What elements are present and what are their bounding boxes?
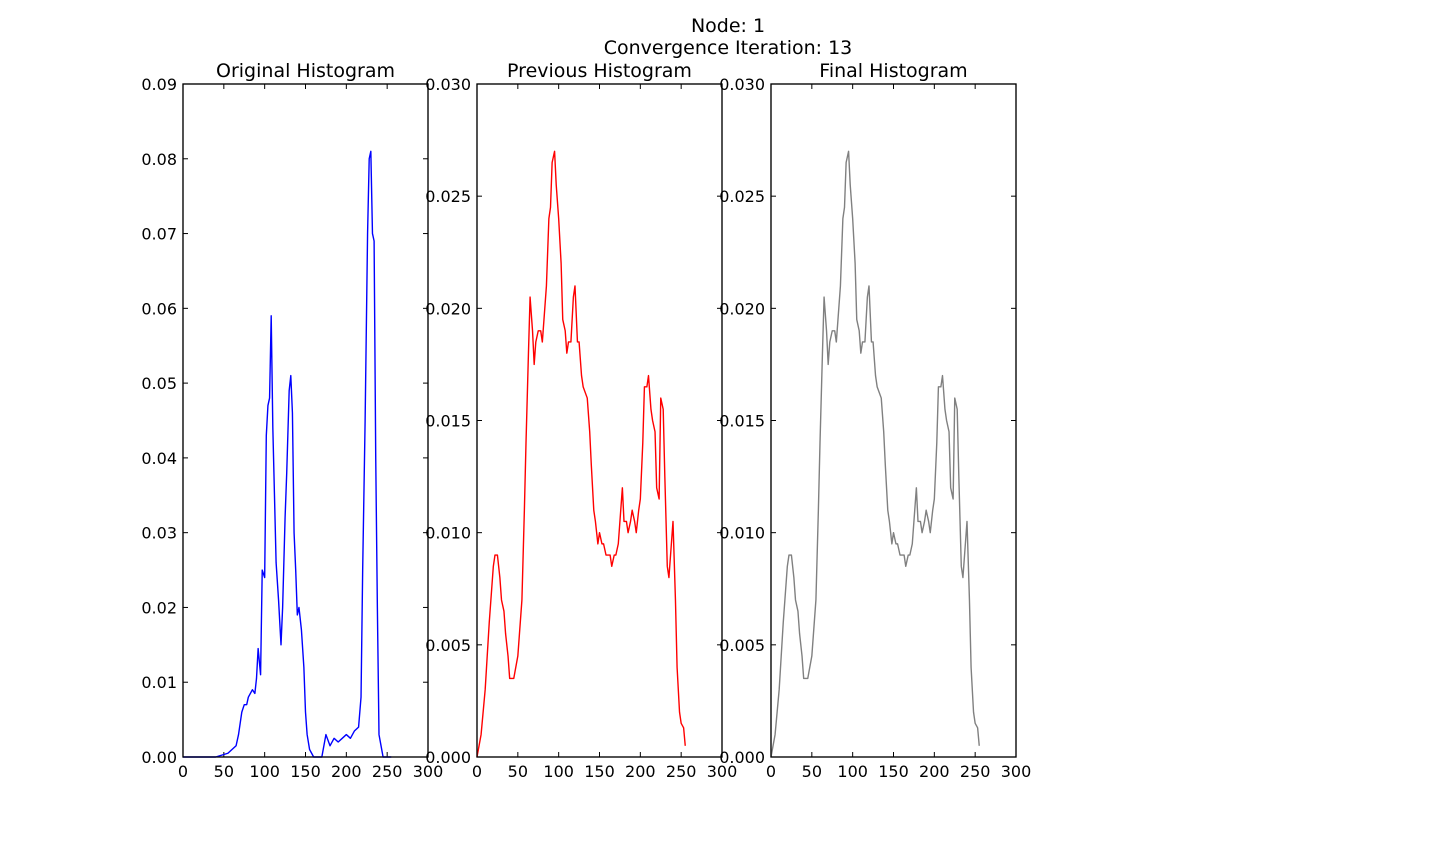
x-tick-label: 50 <box>508 762 528 781</box>
plot-border <box>182 83 429 758</box>
series-line <box>183 150 392 758</box>
panel-title: Original Histogram <box>216 60 395 82</box>
x-tick-label: 200 <box>919 762 950 781</box>
x-tick-label: 300 <box>707 762 738 781</box>
x-tick-label: 150 <box>290 762 321 781</box>
plot-frame <box>476 83 723 758</box>
original-histogram-panel: Original Histogram 0 50 100 150 200 250 300 0.0… <box>141 60 443 781</box>
figure-title-node: Node: 1 <box>691 15 765 37</box>
y-tick-label: 0.020 <box>719 299 765 318</box>
x-tick-label: 200 <box>331 762 362 781</box>
final-histogram-panel: Final Histogram 0 50 100 150 200 250 300 0.000 0… <box>719 60 1031 781</box>
plot-border <box>476 83 723 758</box>
figure-title-iteration: Convergence Iteration: 13 <box>604 37 853 59</box>
y-tick-label: 0.005 <box>425 636 471 655</box>
y-tick-label: 0.005 <box>719 636 765 655</box>
y-tick-label: 0.04 <box>141 449 177 468</box>
x-tick-label: 300 <box>1001 762 1032 781</box>
y-tick-label: 0.000 <box>425 748 471 767</box>
x-tick-label: 200 <box>625 762 656 781</box>
plot-border <box>770 83 1017 758</box>
y-tick-label: 0.025 <box>719 187 765 206</box>
y-tick-label: 0.010 <box>719 524 765 543</box>
y-tick-label: 0.08 <box>141 150 177 169</box>
y-tick-label: 0.015 <box>425 412 471 431</box>
x-tick-label: 250 <box>960 762 991 781</box>
x-tick-label: 250 <box>666 762 697 781</box>
x-tick-label: 250 <box>372 762 403 781</box>
y-tick-label: 0.030 <box>425 75 471 94</box>
series-line <box>770 150 980 758</box>
y-tick-label: 0.07 <box>141 225 177 244</box>
x-tick-label: 300 <box>413 762 444 781</box>
y-tick-label: 0.000 <box>719 748 765 767</box>
x-tick-label: 50 <box>802 762 822 781</box>
plot-frame <box>770 83 1017 758</box>
y-tick-label: 0.015 <box>719 412 765 431</box>
panel-title: Final Histogram <box>819 60 967 82</box>
panel-title: Previous Histogram <box>507 60 692 82</box>
y-tick-label: 0.09 <box>141 75 177 94</box>
series-line <box>476 150 686 758</box>
x-tick-label: 150 <box>878 762 909 781</box>
y-tick-label: 0.020 <box>425 299 471 318</box>
x-tick-label: 50 <box>214 762 234 781</box>
y-tick-label: 0.05 <box>141 374 177 393</box>
x-tick-label: 150 <box>584 762 615 781</box>
x-tick-label: 100 <box>543 762 574 781</box>
x-tick-label: 0 <box>766 762 776 781</box>
y-tick-label: 0.010 <box>425 524 471 543</box>
y-tick-label: 0.030 <box>719 75 765 94</box>
previous-histogram-panel: Previous Histogram 0 50 100 150 200 250 300 0.0… <box>425 60 737 781</box>
x-tick-label: 100 <box>837 762 868 781</box>
x-tick-label: 0 <box>472 762 482 781</box>
y-tick-label: 0.06 <box>141 299 177 318</box>
y-tick-label: 0.03 <box>141 524 177 543</box>
y-tick-label: 0.02 <box>141 598 177 617</box>
y-tick-label: 0.00 <box>141 748 177 767</box>
x-tick-label: 0 <box>178 762 188 781</box>
plot-frame <box>182 83 429 758</box>
y-tick-label: 0.025 <box>425 187 471 206</box>
y-tick-label: 0.01 <box>141 673 177 692</box>
x-tick-label: 100 <box>249 762 280 781</box>
